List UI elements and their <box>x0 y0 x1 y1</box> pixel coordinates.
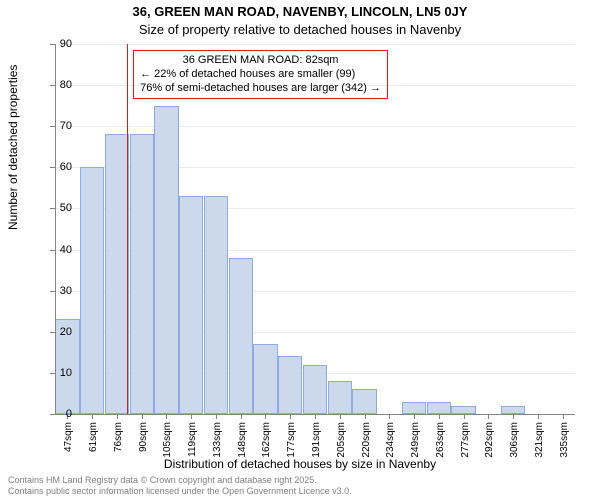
histogram-bar <box>501 406 525 414</box>
x-axis-label: Distribution of detached houses by size … <box>0 457 600 471</box>
histogram-plot: 47sqm61sqm76sqm90sqm105sqm119sqm133sqm14… <box>55 44 575 414</box>
histogram-bar <box>451 406 475 414</box>
x-tick-label: 205sqm <box>336 422 347 458</box>
x-tick-label: 76sqm <box>113 422 124 452</box>
y-tick-label: 70 <box>42 120 72 132</box>
annotation-line: ← 22% of detached houses are smaller (99… <box>140 68 381 82</box>
x-tick-label: 119sqm <box>187 422 198 457</box>
x-tick-mark <box>439 414 440 419</box>
x-tick-label: 177sqm <box>286 422 297 458</box>
x-tick-mark <box>166 414 167 419</box>
x-tick-mark <box>340 414 341 419</box>
histogram-bar <box>80 167 104 414</box>
x-tick-label: 162sqm <box>261 422 272 458</box>
x-tick-mark <box>265 414 266 419</box>
x-tick-label: 61sqm <box>88 422 99 452</box>
property-marker-line <box>127 44 128 414</box>
gridline-h <box>55 44 575 45</box>
x-tick-label: 148sqm <box>237 422 248 458</box>
y-tick-label: 40 <box>42 244 72 256</box>
x-tick-label: 263sqm <box>435 422 446 458</box>
x-tick-mark <box>365 414 366 419</box>
x-tick-label: 191sqm <box>311 422 322 458</box>
y-tick-label: 0 <box>42 408 72 420</box>
x-tick-label: 105sqm <box>162 422 173 458</box>
gridline-h <box>55 126 575 127</box>
annotation-line: 76% of semi-detached houses are larger (… <box>140 82 381 96</box>
x-tick-mark <box>389 414 390 419</box>
x-tick-mark <box>563 414 564 419</box>
histogram-bar <box>253 344 277 414</box>
y-tick-label: 60 <box>42 161 72 173</box>
x-tick-label: 321sqm <box>534 422 545 458</box>
y-tick-label: 10 <box>42 367 72 379</box>
x-tick-mark <box>464 414 465 419</box>
footer-line-2: Contains public sector information licen… <box>8 486 352 497</box>
y-axis-label: Number of detached properties <box>6 65 20 230</box>
x-tick-label: 292sqm <box>484 422 495 458</box>
footer-line-1: Contains HM Land Registry data © Crown c… <box>8 475 352 486</box>
x-tick-label: 277sqm <box>460 422 471 458</box>
x-tick-label: 220sqm <box>361 422 372 458</box>
y-tick-label: 80 <box>42 79 72 91</box>
x-tick-mark <box>315 414 316 419</box>
y-tick-label: 20 <box>42 326 72 338</box>
x-tick-mark <box>488 414 489 419</box>
x-tick-mark <box>216 414 217 419</box>
histogram-bar <box>303 365 327 414</box>
x-tick-mark <box>117 414 118 419</box>
histogram-bar <box>278 356 302 414</box>
y-tick-label: 50 <box>42 202 72 214</box>
histogram-bar <box>402 402 426 414</box>
x-tick-label: 133sqm <box>212 422 223 458</box>
histogram-bar <box>352 389 376 414</box>
x-tick-mark <box>142 414 143 419</box>
histogram-bar <box>427 402 451 414</box>
x-tick-mark <box>191 414 192 419</box>
x-tick-mark <box>290 414 291 419</box>
x-tick-label: 90sqm <box>138 422 149 452</box>
x-tick-label: 306sqm <box>509 422 520 458</box>
histogram-bar <box>204 196 228 414</box>
x-tick-label: 335sqm <box>559 422 570 458</box>
x-tick-mark <box>414 414 415 419</box>
histogram-bar <box>179 196 203 414</box>
chart-title-address: 36, GREEN MAN ROAD, NAVENBY, LINCOLN, LN… <box>0 4 600 19</box>
x-tick-mark <box>241 414 242 419</box>
histogram-bar <box>328 381 352 414</box>
histogram-bar <box>130 134 154 414</box>
x-tick-mark <box>513 414 514 419</box>
x-tick-mark <box>538 414 539 419</box>
annotation-line: 36 GREEN MAN ROAD: 82sqm <box>140 54 381 68</box>
y-tick-label: 90 <box>42 38 72 50</box>
x-tick-label: 249sqm <box>410 422 421 458</box>
x-tick-label: 234sqm <box>385 422 396 458</box>
annotation-box: 36 GREEN MAN ROAD: 82sqm← 22% of detache… <box>133 50 388 99</box>
y-axis-line <box>55 44 56 414</box>
histogram-bar <box>229 258 253 414</box>
histogram-bar <box>154 106 178 414</box>
y-tick-label: 30 <box>42 285 72 297</box>
chart-title-subtitle: Size of property relative to detached ho… <box>0 22 600 37</box>
histogram-bar <box>105 134 129 414</box>
footer-attribution: Contains HM Land Registry data © Crown c… <box>8 475 352 497</box>
x-tick-mark <box>92 414 93 419</box>
x-tick-label: 47sqm <box>63 422 74 452</box>
